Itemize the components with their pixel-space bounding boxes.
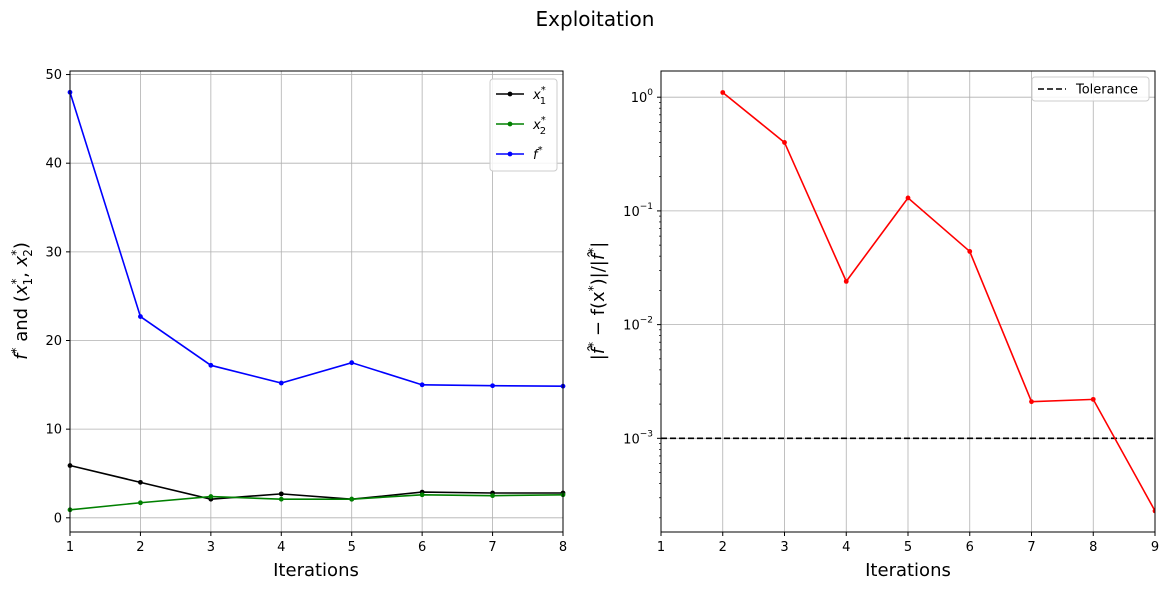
left-y-tick-label: 30 [45,245,62,260]
left-x-axis-label: Iterations [273,560,359,581]
right-x-tick-label: 4 [842,540,850,555]
left-legend-label: x* 2 [532,115,546,137]
left-series-point-2 [349,496,355,502]
right-x-tick-label: 7 [1027,540,1035,555]
right-x-tick-label: 9 [1151,540,1159,555]
right-y-axis-label: |f̂* − f(x*)|/|f̂*| [586,242,609,361]
left-series-point-2 [138,500,143,506]
right-y-tick-label: 10−3 [623,429,653,447]
left-y-tick-label: 0 [54,511,62,526]
left-series-line-2 [69,493,564,511]
left-y-axis-label: f* and (x*1, x*2) [9,242,35,360]
left-x-tick-label: 4 [277,540,285,555]
right-legend: Tolerance [1031,76,1150,102]
right-x-tick-label: 3 [780,540,788,555]
right-x-tick-label: 1 [657,540,665,555]
left-x-tick-label: 7 [488,540,496,555]
right-x-tick-label: 5 [904,540,912,555]
left-y-tick-label: 10 [45,423,62,438]
right-y-tick-label: 10−2 [623,316,653,334]
left-grid [69,71,564,532]
left-series-line-3 [69,92,564,387]
right-y-tick-label: 10−1 [623,202,653,220]
left-series [67,89,566,513]
left-series-point-2 [278,496,284,502]
left-legend-marker [507,91,513,97]
left-x-tick-label: 3 [207,540,215,555]
left-series-point-3 [208,362,214,368]
left-x-tick-label: 1 [66,540,74,555]
left-legend: x* 1 x* 2 f* [489,78,558,172]
right-x-axis-label: Iterations [865,560,951,581]
left-series-point-2 [419,492,425,498]
right-series-point [905,195,911,201]
left-y-tick-label: 50 [45,68,62,83]
right-series-point [720,90,726,95]
left-series-point-1 [138,479,143,485]
left-series-point-2 [490,493,495,499]
right-y-tick-label: 100 [631,88,654,106]
left-legend-box [489,78,558,172]
figure-title: Exploitation [536,7,655,31]
left-axes-frame [69,70,564,533]
left-x-tick-label: 8 [559,540,567,555]
right-x-tick-label: 6 [966,540,974,555]
left-series-line-1 [69,464,563,501]
left-series-point-3 [278,380,284,386]
right-series-point [1029,399,1034,405]
left-series-point-3 [349,360,355,366]
right-legend-label: Tolerance [1075,83,1138,98]
right-legend-box [1031,76,1150,102]
left-series-point-2 [208,494,214,499]
right-series [661,90,1155,514]
left-x-tick-label: 5 [348,540,356,555]
right-series-point [967,249,973,254]
right-grid [660,71,1156,532]
left-legend-label: x* 1 [532,85,546,107]
right-plot: 1 2 3 4 5 6 7 8 9 100 10−1 10−2 10−3 Iterations |f̂*… [586,70,1159,581]
right-series-point [1090,396,1096,402]
left-series-point-1 [278,491,284,497]
left-series-point-3 [419,382,425,388]
right-series-point [1152,508,1155,514]
right-series-point [843,278,849,284]
left-y-tick-label: 40 [45,157,62,172]
left-y-tick-label: 20 [45,334,62,349]
left-series-point-3 [138,314,143,319]
right-series-point [782,140,787,145]
left-legend-marker [507,151,513,157]
left-ticks: 1 2 3 4 5 6 7 8 0 10 20 30 40 50 [45,68,567,555]
left-x-tick-label: 2 [136,540,144,555]
right-ticks: 1 2 3 4 5 6 7 8 9 100 10−1 10−2 10−3 [623,88,1159,555]
right-series-line [722,91,1155,512]
right-x-tick-label: 8 [1089,540,1097,555]
right-x-tick-label: 2 [719,540,727,555]
left-plot: 1 2 3 4 5 6 7 8 0 10 20 30 40 50 Iterations f* and (x… [9,68,567,581]
left-x-tick-label: 6 [418,540,426,555]
left-legend-label: f* [533,145,543,163]
left-legend-marker [507,121,513,127]
left-series-point-3 [490,383,495,389]
